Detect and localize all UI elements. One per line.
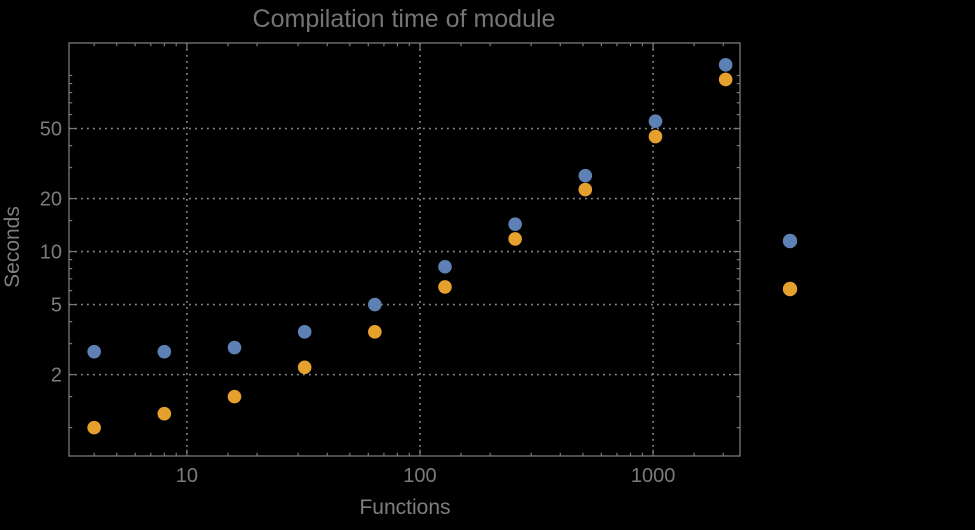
series-orange	[87, 72, 733, 435]
chart-title: Compilation time of module	[253, 5, 556, 33]
data-point	[368, 325, 382, 339]
data-points	[87, 58, 733, 435]
data-point	[438, 280, 452, 294]
series-blue	[87, 58, 733, 359]
y-tick-label: 2	[51, 365, 62, 387]
data-point	[508, 217, 522, 232]
x-tick-label: 100	[403, 465, 436, 487]
data-point	[718, 58, 733, 72]
x-tick-label: 1000	[631, 465, 676, 487]
data-point	[87, 344, 101, 359]
legend-marker-blue	[782, 233, 798, 249]
data-point	[227, 389, 242, 404]
data-point	[718, 72, 733, 87]
data-point	[438, 259, 452, 274]
data-point	[508, 232, 522, 246]
data-point	[87, 420, 101, 435]
data-point	[227, 340, 242, 355]
y-tick-label: 20	[40, 189, 62, 211]
data-point	[368, 297, 382, 312]
plot-frame	[68, 42, 741, 457]
data-point	[297, 360, 312, 375]
y-axis-label: Seconds	[1, 206, 24, 288]
data-point	[157, 344, 172, 359]
data-point	[648, 114, 663, 129]
data-point	[578, 168, 593, 183]
axis-tick-labels: 10 100 1000 2 5 10 20 50	[40, 119, 676, 487]
x-tick-label: 10	[176, 465, 198, 487]
frame-rect	[68, 42, 741, 457]
y-tick-label: 50	[40, 119, 62, 141]
data-point	[157, 406, 172, 421]
y-tick-label: 10	[40, 242, 62, 264]
axis-ticks	[69, 43, 740, 456]
data-point	[297, 325, 312, 339]
legend-markers	[782, 233, 798, 297]
gridlines	[69, 43, 740, 456]
data-point	[578, 182, 593, 197]
y-tick-label: 5	[51, 295, 62, 317]
legend-marker-orange	[782, 281, 798, 297]
data-point	[648, 129, 663, 144]
x-axis-label: Functions	[359, 496, 450, 519]
